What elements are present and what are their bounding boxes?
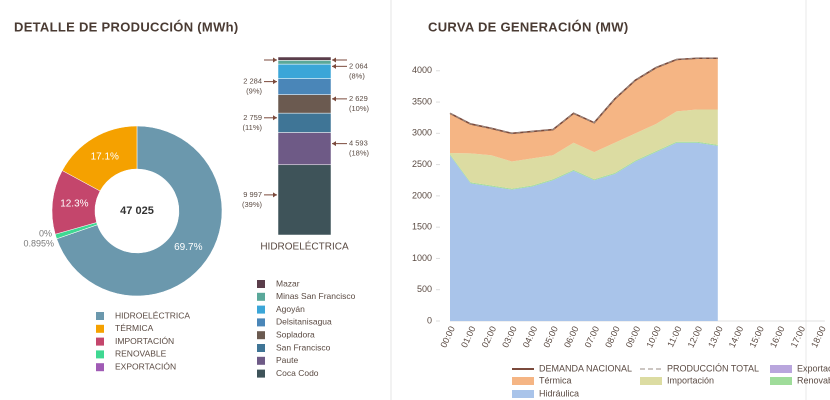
segment-share-label: (11%) bbox=[243, 123, 263, 132]
segment-arrowhead bbox=[273, 57, 277, 63]
legend-swatch bbox=[512, 377, 534, 385]
segment-arrowhead bbox=[273, 115, 277, 121]
legend-label: EXPORTACIÓN bbox=[115, 361, 176, 371]
legend-swatch bbox=[640, 377, 662, 385]
legend-label: Agoyán bbox=[276, 304, 305, 314]
segment-value-label: 2 284 bbox=[243, 77, 262, 86]
bar-segment bbox=[277, 164, 332, 236]
legend-label: HIDROELÉCTRICA bbox=[115, 310, 190, 320]
slice-label: 0% bbox=[39, 228, 52, 238]
segment-arrowhead bbox=[332, 141, 336, 147]
legend-label: RENOVABLE bbox=[115, 349, 167, 359]
legend-swatch bbox=[96, 324, 104, 333]
legend-swatch bbox=[770, 365, 792, 373]
legend-label: Exportación bbox=[797, 363, 830, 373]
legend-swatch bbox=[257, 318, 265, 327]
donut-total: 47 025 bbox=[120, 205, 154, 217]
area-series bbox=[450, 58, 718, 162]
y-tick-label: 0 bbox=[427, 315, 432, 325]
segment-arrowhead bbox=[332, 63, 336, 69]
donut-slice bbox=[56, 125, 223, 297]
segment-share-label: (9%) bbox=[246, 87, 262, 96]
area-series bbox=[450, 109, 718, 189]
legend-label: TÉRMICA bbox=[115, 323, 154, 333]
legend-label: San Francisco bbox=[276, 342, 331, 352]
y-tick-label: 4000 bbox=[412, 65, 432, 75]
y-tick-label: 1000 bbox=[412, 253, 432, 263]
legend-label: DEMANDA NACIONAL bbox=[539, 363, 632, 373]
production-title: DETALLE DE PRODUCCIÓN (MWh) bbox=[14, 19, 239, 34]
legend-swatch bbox=[257, 344, 265, 352]
bar-segment bbox=[277, 63, 332, 79]
segment-value-label: 2 064 bbox=[349, 61, 368, 70]
legend-swatch bbox=[512, 390, 534, 398]
slice-label: 69.7% bbox=[174, 242, 202, 253]
bar-segment bbox=[277, 78, 332, 95]
legend-swatch bbox=[96, 350, 104, 359]
area-series bbox=[450, 141, 718, 190]
legend-swatch bbox=[257, 369, 265, 378]
legend-label: Renovable bbox=[797, 375, 830, 385]
segment-share-label: (8%) bbox=[349, 71, 365, 80]
slice-label: 0.895% bbox=[23, 238, 54, 248]
bar-segment bbox=[277, 132, 332, 166]
slice-label: 12.3% bbox=[60, 199, 88, 210]
y-tick-label: 3000 bbox=[412, 128, 432, 138]
legend-swatch bbox=[257, 356, 265, 365]
y-tick-label: 2500 bbox=[412, 159, 432, 169]
legend-swatch bbox=[257, 292, 265, 301]
segment-share-label: (18%) bbox=[349, 149, 370, 158]
legend-swatch bbox=[96, 312, 104, 320]
y-tick-label: 3500 bbox=[412, 96, 432, 106]
legend-swatch bbox=[257, 305, 265, 314]
legend-label: Minas San Francisco bbox=[276, 291, 356, 301]
bar-segment bbox=[277, 94, 332, 114]
segment-value-label: 9 997 bbox=[243, 190, 262, 199]
legend-label: Paute bbox=[276, 355, 298, 365]
bar-category: HIDROELÉCTRICA bbox=[260, 240, 349, 253]
segment-arrowhead bbox=[332, 57, 336, 63]
legend-label: IMPORTACIÓN bbox=[115, 336, 174, 346]
bar-segment bbox=[277, 112, 332, 133]
legend-label: Delsitanisagua bbox=[276, 317, 332, 327]
segment-arrowhead bbox=[332, 96, 336, 102]
legend-label: Sopladora bbox=[276, 329, 315, 339]
slice-label: 17.1% bbox=[91, 152, 119, 163]
y-tick-label: 2000 bbox=[412, 190, 432, 200]
legend-swatch bbox=[257, 280, 265, 288]
legend-swatch bbox=[770, 377, 792, 385]
segment-share-label: (39%) bbox=[242, 200, 263, 209]
legend-swatch bbox=[96, 363, 104, 372]
y-tick-label: 500 bbox=[417, 284, 432, 294]
legend-swatch bbox=[257, 331, 265, 340]
line-series bbox=[449, 57, 718, 135]
segment-arrowhead bbox=[273, 192, 277, 198]
segment-value-label: 2 759 bbox=[243, 113, 262, 122]
area-series bbox=[450, 142, 718, 321]
segment-value-label: 4 593 bbox=[349, 139, 368, 148]
bar-segment bbox=[277, 60, 332, 65]
legend-label: Hidráulica bbox=[539, 388, 579, 398]
legend-label: Térmica bbox=[539, 375, 572, 385]
bar-segment bbox=[277, 56, 332, 61]
legend-swatch bbox=[96, 337, 104, 346]
legend-label: PRODUCCIÓN TOTAL bbox=[667, 363, 759, 373]
legend-label: Importación bbox=[667, 375, 714, 385]
segment-arrowhead bbox=[273, 79, 277, 85]
donut-slice bbox=[61, 125, 138, 192]
generation-title: CURVA DE GENERACIÓN (MW) bbox=[428, 19, 629, 34]
legend-label: Mazar bbox=[276, 278, 300, 288]
y-tick-label: 1500 bbox=[412, 222, 432, 232]
segment-value-label: 2 629 bbox=[349, 94, 368, 103]
segment-share-label: (10%) bbox=[349, 104, 370, 113]
legend-label: Coca Codo bbox=[276, 368, 319, 378]
